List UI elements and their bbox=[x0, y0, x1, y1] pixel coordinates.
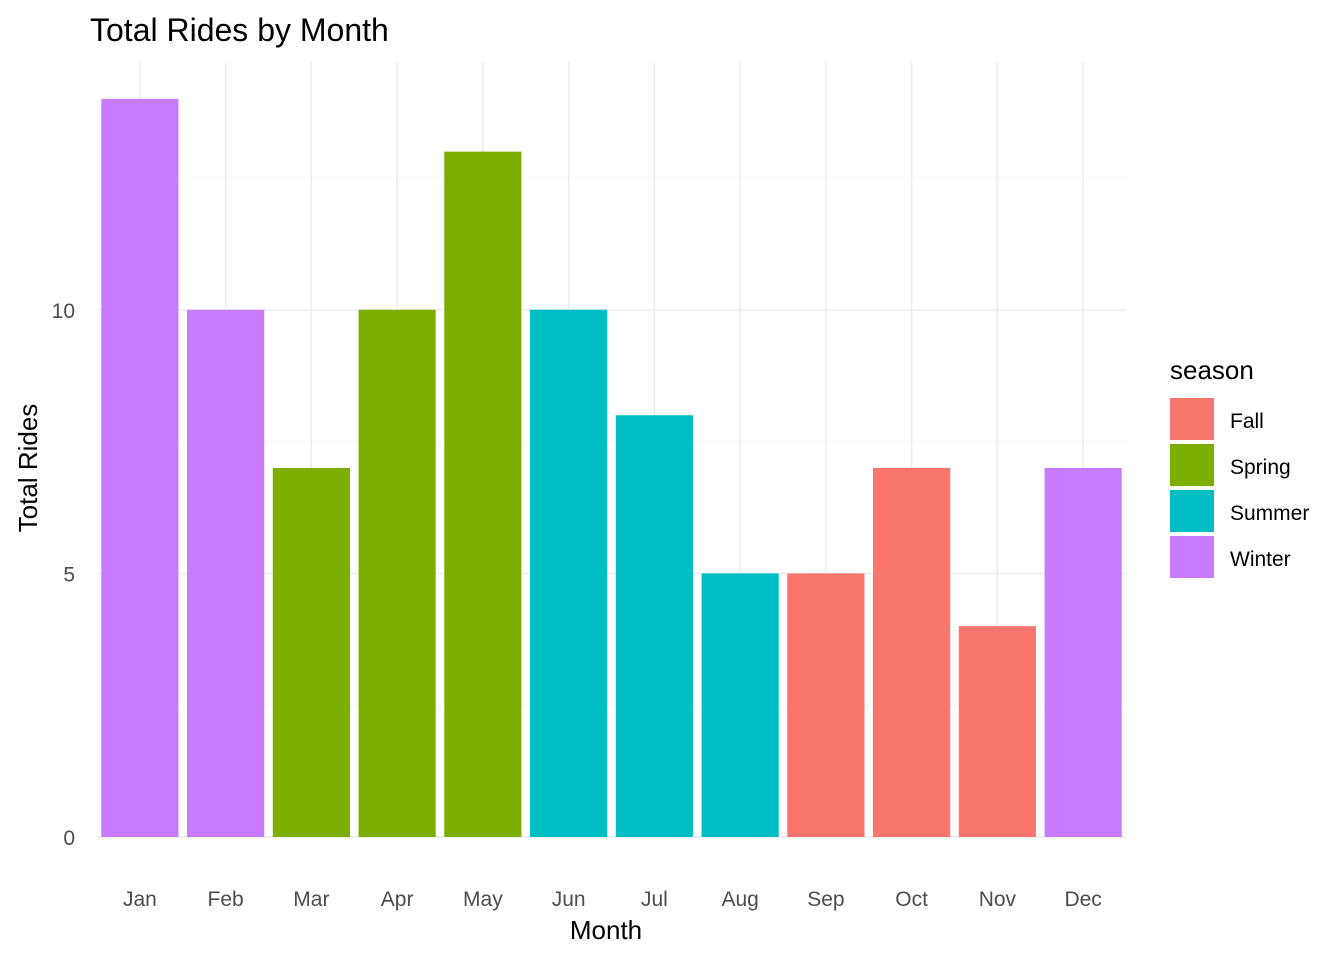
bar-apr bbox=[358, 309, 436, 837]
legend: season Fall Spring Summer Winter bbox=[1170, 355, 1309, 578]
chart-title: Total Rides by Month bbox=[90, 12, 389, 48]
x-tick-label: Sep bbox=[807, 888, 844, 911]
legend-swatch-summer bbox=[1170, 490, 1214, 532]
x-tick-label: Apr bbox=[381, 888, 414, 911]
y-tick-label: 0 bbox=[63, 827, 75, 850]
bar-feb bbox=[187, 309, 265, 837]
x-tick-label: Mar bbox=[293, 888, 329, 911]
bar-oct bbox=[873, 467, 951, 837]
y-axis-ticks: 0 5 10 bbox=[52, 300, 75, 850]
x-tick-label: Aug bbox=[721, 888, 758, 911]
bar-aug bbox=[701, 573, 779, 837]
bar-mar bbox=[272, 467, 350, 837]
legend-label-spring: Spring bbox=[1230, 456, 1291, 479]
x-axis-title: Month bbox=[570, 915, 642, 945]
legend-label-summer: Summer bbox=[1230, 502, 1309, 525]
bar-dec bbox=[1044, 467, 1122, 837]
x-tick-label: Dec bbox=[1064, 888, 1101, 911]
x-axis-ticks: Jan Feb Mar Apr May Jun Jul Aug Sep Oct Nov Dec bbox=[123, 888, 1102, 911]
x-tick-label: Oct bbox=[895, 888, 928, 911]
y-tick-label: 10 bbox=[52, 300, 75, 323]
bar-may bbox=[444, 151, 522, 837]
x-tick-label: Jan bbox=[123, 888, 157, 911]
y-tick-label: 5 bbox=[63, 563, 75, 586]
x-tick-label: Jul bbox=[641, 888, 668, 911]
legend-title: season bbox=[1170, 355, 1254, 385]
legend-label-fall: Fall bbox=[1230, 410, 1264, 433]
legend-label-winter: Winter bbox=[1230, 548, 1291, 571]
y-axis-title: Total Rides bbox=[13, 404, 43, 533]
bar-nov bbox=[958, 626, 1036, 837]
legend-swatch-fall bbox=[1170, 398, 1214, 440]
bar-jan bbox=[101, 98, 179, 837]
bar-jul bbox=[615, 415, 693, 837]
bar-sep bbox=[787, 573, 865, 837]
legend-swatch-winter bbox=[1170, 536, 1214, 578]
x-tick-label: May bbox=[463, 888, 503, 911]
x-tick-label: Nov bbox=[979, 888, 1017, 911]
bar-group bbox=[101, 98, 1122, 837]
x-tick-label: Feb bbox=[208, 888, 244, 911]
legend-swatch-spring bbox=[1170, 444, 1214, 486]
x-tick-label: Jun bbox=[552, 888, 586, 911]
legend-items: Fall Spring Summer Winter bbox=[1170, 398, 1309, 578]
bar-jun bbox=[530, 309, 608, 837]
